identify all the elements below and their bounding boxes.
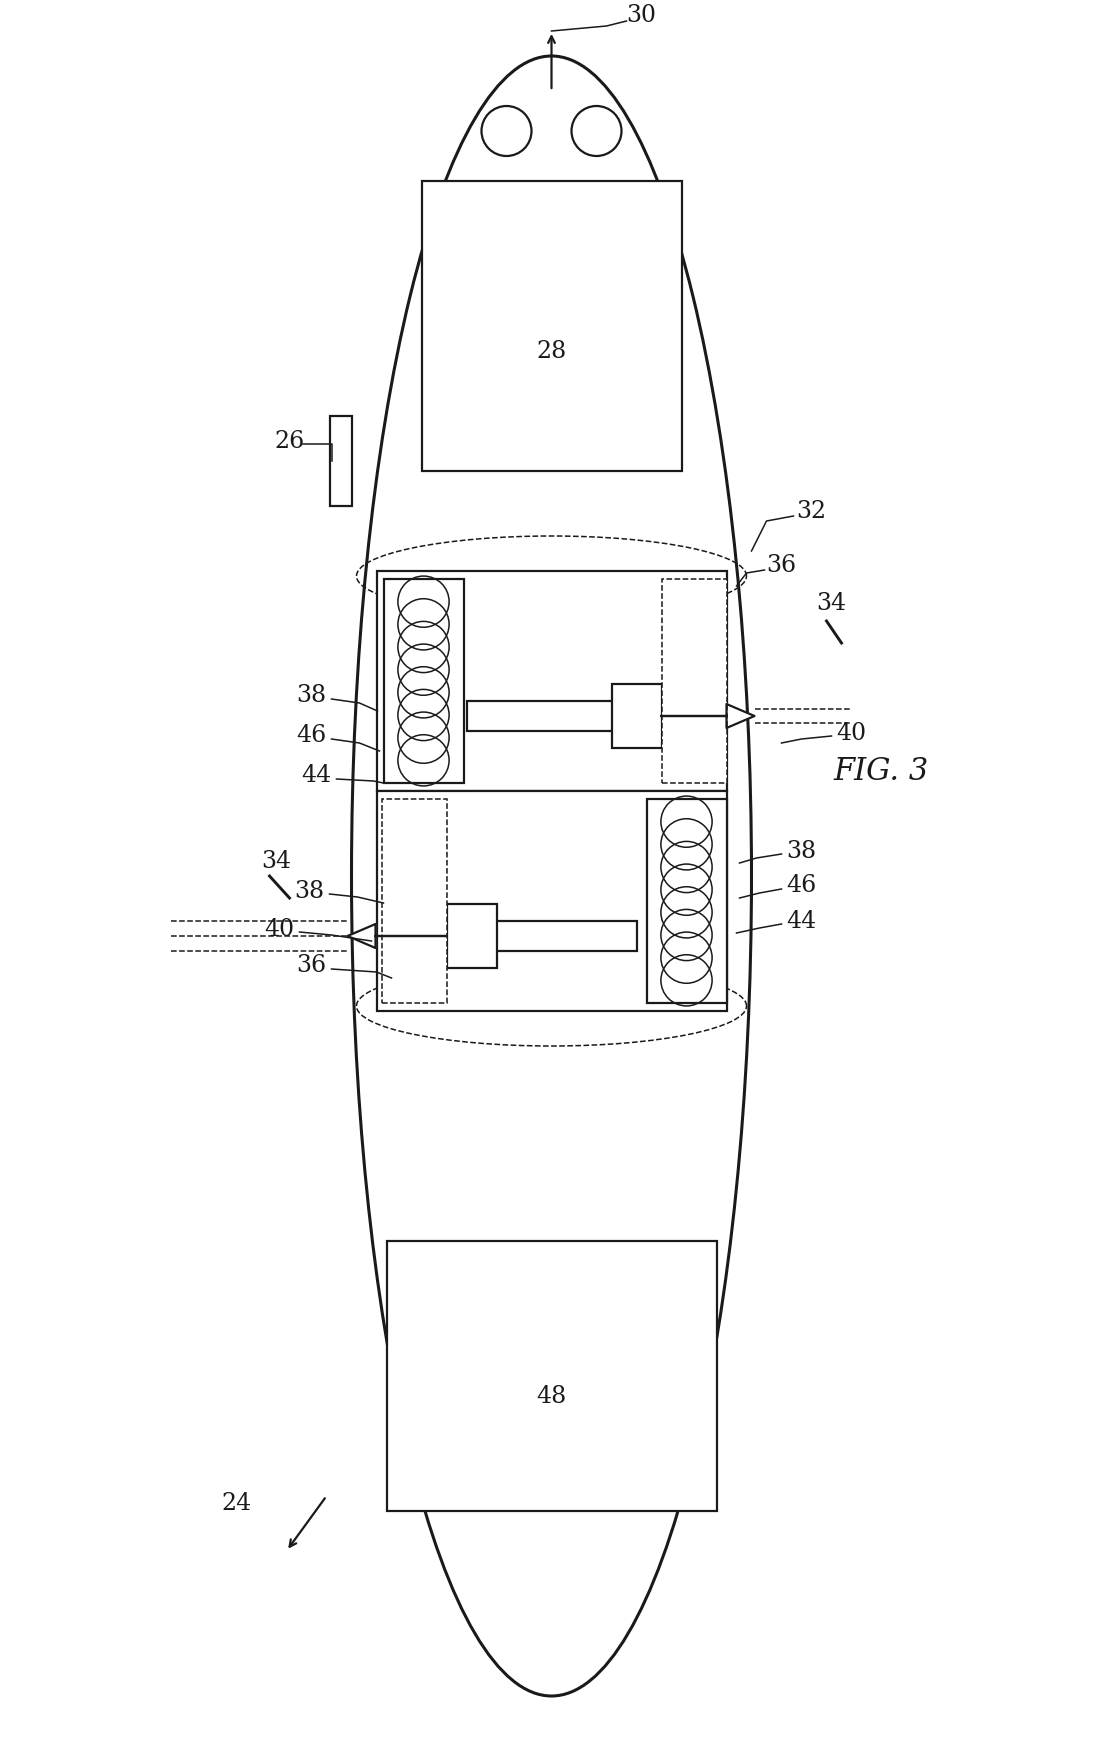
Text: 32: 32 (796, 499, 826, 522)
Bar (382, 798, 447, 1003)
Bar (330, 417, 352, 506)
Text: 46: 46 (297, 725, 326, 748)
Text: 28: 28 (536, 340, 567, 362)
Polygon shape (347, 925, 447, 947)
Bar (611, 685, 662, 748)
Bar (384, 580, 463, 783)
Text: 30: 30 (627, 5, 656, 28)
Text: 38: 38 (295, 879, 324, 902)
Text: 36: 36 (767, 555, 796, 578)
Bar (662, 580, 727, 783)
Text: 46: 46 (786, 874, 816, 898)
Bar (467, 700, 617, 730)
Bar (386, 1241, 717, 1511)
Text: 34: 34 (261, 849, 291, 872)
Text: 36: 36 (297, 954, 326, 977)
Bar (376, 791, 727, 1010)
Text: 40: 40 (836, 721, 867, 744)
Bar (646, 798, 727, 1003)
Bar (486, 921, 636, 951)
Bar (376, 571, 727, 791)
Text: 44: 44 (786, 909, 816, 933)
Bar (447, 904, 496, 968)
Text: 26: 26 (275, 429, 304, 452)
Text: 40: 40 (265, 918, 295, 940)
Text: 48: 48 (536, 1385, 567, 1408)
Text: 34: 34 (816, 592, 847, 615)
Bar (421, 180, 682, 471)
Text: 38: 38 (786, 839, 816, 863)
Text: 24: 24 (222, 1492, 251, 1515)
Text: 44: 44 (301, 765, 332, 788)
Ellipse shape (352, 56, 751, 1697)
Polygon shape (662, 704, 754, 728)
Text: FIG. 3: FIG. 3 (834, 755, 929, 786)
Text: 38: 38 (297, 685, 326, 707)
